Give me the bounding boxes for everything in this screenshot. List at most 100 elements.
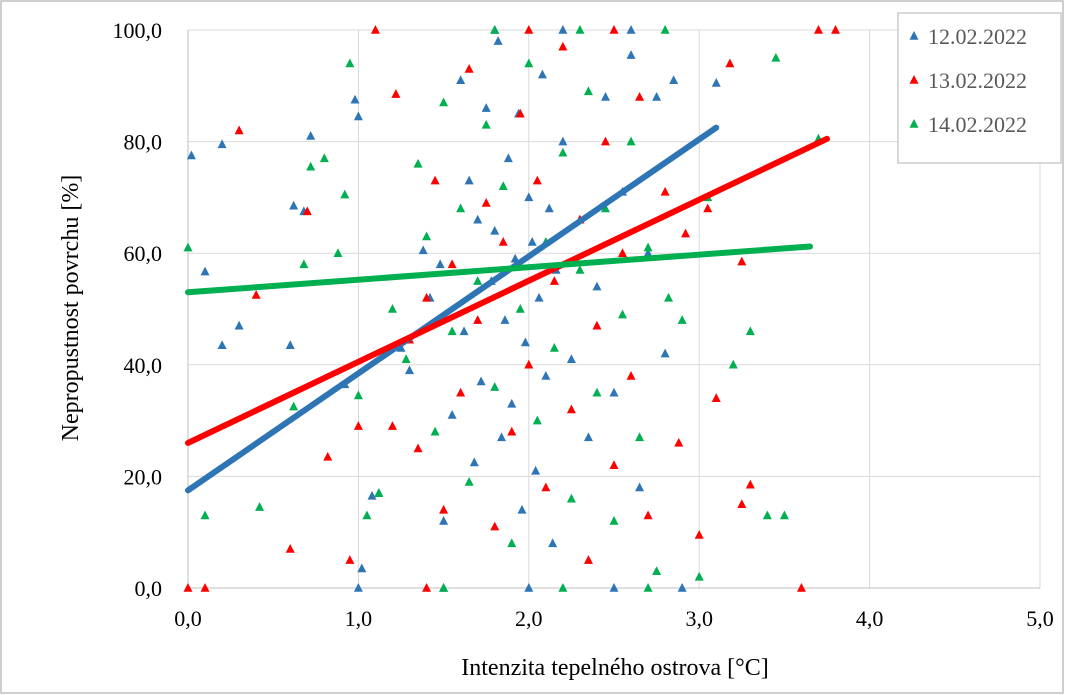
data-point: [481, 119, 491, 129]
data-point: [558, 25, 568, 34]
data-point: [592, 320, 602, 330]
data-point: [473, 214, 483, 224]
data-point: [524, 58, 534, 68]
data-point: [515, 304, 525, 313]
data-point: [703, 203, 713, 213]
axes: 0,0 1,0 2,0 3,0 4,0 5,0 0,0 20,0 40,0 60,0 80,0 100…: [113, 18, 1054, 631]
legend-label: 14.02.2022: [928, 112, 1027, 137]
data-point: [183, 242, 193, 252]
data-point: [430, 175, 440, 185]
data-point: [725, 58, 735, 68]
data-point: [469, 457, 479, 467]
data-point: [447, 259, 457, 269]
data-point: [439, 504, 449, 514]
data-point: [524, 192, 534, 202]
data-point: [626, 370, 636, 380]
data-point: [544, 203, 554, 213]
data-point: [558, 136, 568, 146]
data-point: [566, 404, 576, 414]
data-point: [643, 242, 653, 252]
y-tick-label: 100,0: [113, 18, 163, 43]
trendline-2: [185, 135, 830, 446]
data-point: [660, 186, 670, 196]
data-point: [497, 432, 507, 442]
data-point: [456, 75, 466, 84]
data-point: [490, 521, 500, 531]
data-point: [464, 476, 474, 486]
data-point: [353, 421, 363, 430]
x-tick-label: 0,0: [174, 606, 202, 631]
data-point: [609, 460, 619, 469]
data-point: [422, 292, 432, 302]
data-point: [566, 354, 576, 363]
y-tick-label: 0,0: [135, 576, 163, 601]
legend-marker: [909, 31, 919, 40]
data-point: [503, 153, 513, 163]
data-point: [681, 228, 691, 238]
data-point: [374, 488, 384, 497]
data-point: [618, 309, 628, 319]
data-point: [285, 340, 295, 350]
legend-marker: [909, 119, 919, 128]
data-point: [370, 25, 380, 34]
data-point: [664, 292, 674, 302]
data-point: [333, 248, 343, 257]
data-point: [422, 231, 432, 241]
data-point: [464, 175, 474, 185]
data-point: [575, 264, 585, 274]
data-point: [524, 25, 534, 34]
data-point: [609, 25, 619, 34]
x-tick-label: 2,0: [515, 606, 543, 631]
data-point: [534, 292, 544, 302]
data-point: [481, 197, 491, 207]
y-tick-label: 40,0: [124, 353, 163, 378]
data-point: [340, 189, 350, 199]
data-point: [745, 479, 755, 489]
data-point: [813, 25, 823, 34]
data-point: [618, 248, 628, 257]
data-point: [737, 256, 747, 266]
data-point: [413, 443, 423, 453]
data-point: [583, 86, 593, 96]
legend-marker: [909, 75, 919, 84]
x-axis-title: Intenzita tepelného ostrova [°C]: [461, 655, 769, 681]
data-point: [728, 359, 738, 369]
data-point: [643, 510, 653, 520]
data-point: [527, 237, 537, 246]
data-point: [498, 237, 508, 246]
legend-box: [897, 12, 1062, 164]
data-point: [507, 398, 517, 408]
data-point: [660, 25, 670, 34]
data-point: [306, 161, 316, 171]
data-point: [285, 543, 295, 553]
data-point: [473, 276, 483, 285]
data-point: [558, 583, 568, 592]
trendlines: [185, 124, 830, 494]
data-point: [694, 529, 704, 539]
data-point: [323, 451, 333, 461]
legend-label: 12.02.2022: [928, 24, 1027, 49]
data-point: [302, 206, 312, 216]
data-point: [473, 315, 483, 324]
data-point: [831, 25, 841, 34]
x-tick-label: 4,0: [856, 606, 884, 631]
data-point: [669, 75, 679, 84]
data-point: [430, 426, 440, 436]
data-point: [345, 58, 355, 68]
data-point: [183, 583, 193, 592]
x-tick-label: 5,0: [1026, 606, 1054, 631]
data-point: [592, 387, 602, 397]
data-point: [524, 583, 534, 592]
data-point: [652, 91, 662, 101]
data-point: [635, 91, 645, 101]
data-point: [532, 175, 542, 185]
data-point: [493, 36, 503, 45]
y-axis-title: Nepropustnost povrchu [%]: [58, 175, 84, 442]
trendline-3: [185, 243, 813, 296]
data-point: [500, 315, 510, 324]
data-point: [643, 583, 653, 592]
data-point: [353, 111, 363, 121]
data-point: [481, 103, 491, 112]
